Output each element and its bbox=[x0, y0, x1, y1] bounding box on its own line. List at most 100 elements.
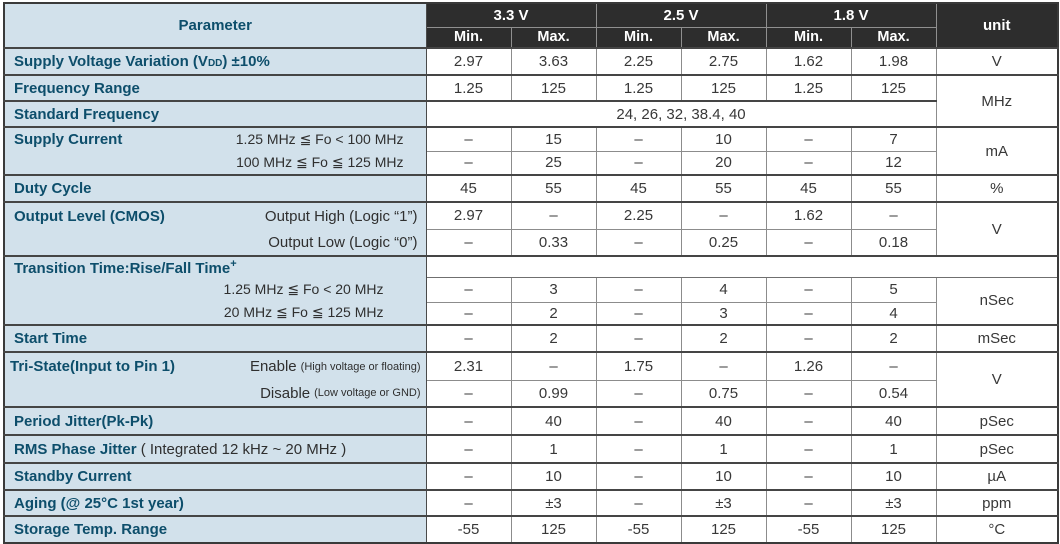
value-cell: 7 bbox=[850, 126, 937, 152]
value-cell: 2 bbox=[850, 324, 937, 353]
value-cell: 0.33 bbox=[510, 228, 597, 257]
value-cell: 10 bbox=[510, 462, 597, 491]
param-label: Storage Temp. Range bbox=[14, 521, 168, 538]
unit-cell: ppm bbox=[935, 489, 1059, 517]
param-label: Supply Voltage Variation (V bbox=[14, 53, 208, 70]
value-cell: 1.62 bbox=[765, 47, 852, 76]
value-cell: 1.75 bbox=[595, 350, 682, 381]
value-cell: 1.98 bbox=[850, 47, 937, 76]
table-row-tristate-enable: Tri-State(Input to Pin 1) Enable (High vol… bbox=[3, 350, 1059, 408]
value-cell: 1 bbox=[680, 434, 767, 464]
param-cell-output-level: Output Level (CMOS) Output High (Logic “1… bbox=[3, 201, 427, 257]
value-cell: – bbox=[765, 228, 852, 257]
unit-cell: µA bbox=[935, 462, 1059, 491]
value-cell: – bbox=[595, 150, 682, 176]
table-row-start-time: Start Time – 2 – 2 – 2 mSec bbox=[3, 324, 1059, 353]
value-cell: 5 bbox=[850, 276, 937, 303]
unit-cell: °C bbox=[935, 515, 1059, 544]
value-cell: – bbox=[765, 406, 852, 436]
value-cell: 0.25 bbox=[680, 228, 767, 257]
param-cell-rms-phase-jitter: RMS Phase Jitter ( Integrated 12 kHz ~ 2… bbox=[3, 434, 427, 464]
param-condition: 1.25 MHz ≦ Fo < 20 MHz bbox=[223, 281, 384, 297]
value-cell: 1.26 bbox=[765, 350, 852, 381]
value-cell: – bbox=[595, 379, 682, 408]
value-cell: – bbox=[425, 489, 512, 517]
value-cell: – bbox=[595, 324, 682, 353]
param-cell-tristate: Tri-State(Input to Pin 1) Enable (High vol… bbox=[3, 351, 427, 408]
value-cell: -55 bbox=[765, 515, 852, 544]
value-cell: 2.25 bbox=[595, 47, 682, 76]
unit-cell: nSec bbox=[935, 276, 1059, 326]
value-cell: 125 bbox=[850, 74, 937, 102]
param-condition: 1.25 MHz ≦ Fo < 100 MHz bbox=[235, 131, 404, 147]
value-cell: -55 bbox=[425, 515, 512, 544]
column-header-1v8: 1.8 V bbox=[765, 2, 937, 28]
value-cell: 45 bbox=[425, 174, 512, 203]
table-row-transition-high: – 2 – 3 – 4 bbox=[4, 301, 1058, 326]
value-cell: 55 bbox=[510, 174, 597, 203]
value-cell: 40 bbox=[680, 406, 767, 436]
value-cell: 125 bbox=[510, 515, 597, 544]
value-cell: 55 bbox=[680, 174, 767, 203]
value-cell: 1.25 bbox=[765, 74, 852, 102]
value-cell: – bbox=[510, 350, 597, 381]
value-cell: – bbox=[850, 201, 937, 230]
table-row-tristate-disable: – 0.99 – 0.75 – 0.54 bbox=[4, 379, 1058, 408]
value-cell: 3.63 bbox=[510, 47, 597, 76]
unit-cell: V bbox=[935, 47, 1059, 76]
value-cell: – bbox=[765, 462, 852, 491]
table-row-rms-phase-jitter: RMS Phase Jitter ( Integrated 12 kHz ~ 2… bbox=[3, 434, 1059, 464]
table-row-output-low: – 0.33 – 0.25 – 0.18 bbox=[4, 228, 1058, 257]
param-label: Tri-State(Input to Pin 1) bbox=[10, 358, 175, 375]
unit-cell: MHz bbox=[935, 74, 1059, 128]
value-cell: – bbox=[425, 379, 512, 408]
unit-cell: % bbox=[935, 174, 1059, 203]
param-condition-note: (High voltage or floating) bbox=[300, 360, 421, 373]
param-condition: 20 MHz ≦ Fo ≦ 125 MHz bbox=[223, 304, 384, 320]
column-header-unit: unit bbox=[935, 2, 1059, 49]
value-cell: 1 bbox=[510, 434, 597, 464]
param-condition: Output Low (Logic “0”) bbox=[268, 233, 418, 251]
param-cell-supply-current: Supply Current 1.25 MHz ≦ Fo < 100 MHz 10… bbox=[3, 126, 427, 176]
value-cell: 12 bbox=[850, 150, 937, 176]
value-cell: ±3 bbox=[680, 489, 767, 517]
value-cell: – bbox=[425, 150, 512, 176]
table-row-supply-voltage: Supply Voltage Variation (VDD) ±10% 2.97… bbox=[3, 47, 1059, 76]
value-cell: – bbox=[425, 434, 512, 464]
header-row-voltages: Parameter 3.3 V 2.5 V 1.8 V unit bbox=[3, 2, 1059, 49]
value-cell: – bbox=[425, 276, 512, 303]
value-cell: 125 bbox=[680, 515, 767, 544]
value-cell: – bbox=[850, 350, 937, 381]
param-label: Standard Frequency bbox=[14, 105, 160, 123]
value-cell: – bbox=[595, 489, 682, 517]
value-cell: 0.99 bbox=[510, 379, 597, 408]
value-cell: 125 bbox=[510, 74, 597, 102]
value-cell: 2.97 bbox=[425, 201, 512, 230]
column-header-min-3v3: Min. bbox=[425, 26, 512, 49]
param-label: Supply Current bbox=[14, 131, 123, 148]
param-cell-storage-temp: Storage Temp. Range bbox=[3, 515, 427, 544]
value-cell: 3 bbox=[510, 276, 597, 303]
param-cell-supply-voltage: Supply Voltage Variation (VDD) ±10% bbox=[3, 47, 427, 76]
value-cell: 4 bbox=[850, 301, 937, 326]
value-cell: 25 bbox=[510, 150, 597, 176]
param-label-text: Transition Time:Rise/Fall Time bbox=[14, 260, 231, 277]
unit-cell: mSec bbox=[935, 324, 1059, 353]
value-cell: 40 bbox=[510, 406, 597, 436]
param-cell-frequency-range: Frequency Range bbox=[3, 74, 427, 102]
value-cell: 1 bbox=[850, 434, 937, 464]
value-cell: 125 bbox=[850, 515, 937, 544]
value-cell: – bbox=[595, 301, 682, 326]
table-row-storage-temp: Storage Temp. Range -55 125 -55 125 -55 … bbox=[3, 515, 1059, 544]
column-header-max-1v8: Max. bbox=[850, 26, 937, 49]
table-row-standby-current: Standby Current – 10 – 10 – 10 µA bbox=[3, 462, 1059, 491]
value-cell: 10 bbox=[680, 462, 767, 491]
column-header-parameter: Parameter bbox=[3, 2, 427, 49]
param-label: RMS Phase Jitter bbox=[14, 440, 137, 458]
param-label: Duty Cycle bbox=[14, 180, 92, 197]
unit-cell: V bbox=[935, 201, 1059, 257]
param-label-note: ( Integrated 12 kHz ~ 20 MHz ) bbox=[140, 440, 347, 458]
value-cell: – bbox=[595, 276, 682, 303]
value-cell: 45 bbox=[595, 174, 682, 203]
table-row-period-jitter: Period Jitter(Pk-Pk) – 40 – 40 – 40 pSec bbox=[3, 406, 1059, 436]
